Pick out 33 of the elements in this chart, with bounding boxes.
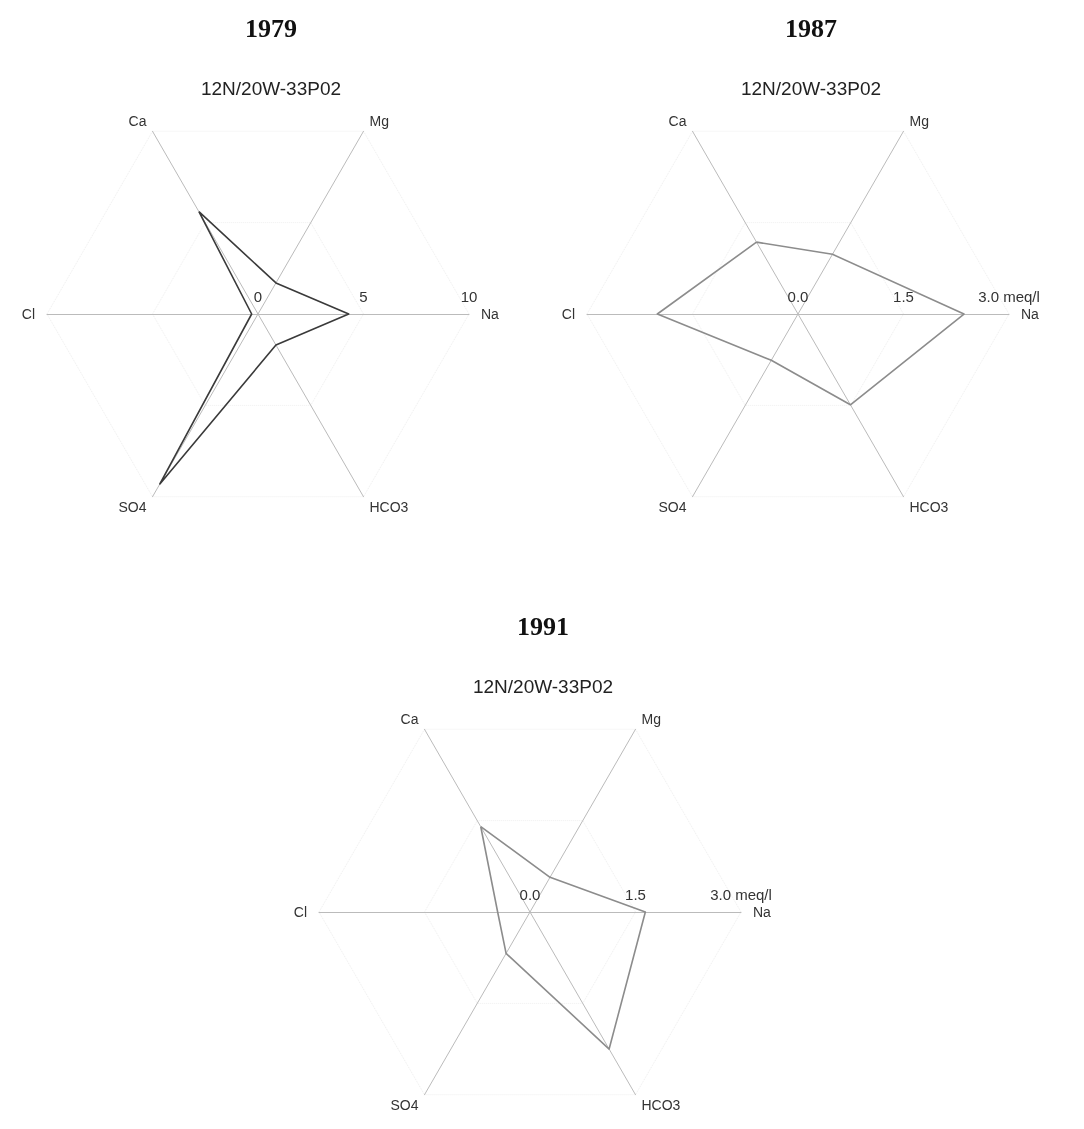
spoke-label: Mg xyxy=(909,112,929,129)
spoke-label: Cl xyxy=(293,904,307,920)
y-tick-label: 5 xyxy=(359,288,368,305)
y-tick-label: 3.0 meq/l xyxy=(978,288,1040,305)
y-tick-label: 0.0 xyxy=(519,886,541,903)
spoke-label: SO4 xyxy=(658,499,687,516)
chart-title: 1987 xyxy=(785,13,837,43)
spoke-label: Na xyxy=(753,904,772,920)
spoke-label: HCO3 xyxy=(641,1097,681,1114)
chart-title: 1979 xyxy=(245,13,297,43)
spoke-label: Cl xyxy=(21,306,35,322)
spoke-label: Mg xyxy=(369,112,389,129)
chart-subtitle: 12N/20W-33P02 xyxy=(200,78,342,99)
spoke-label: Ca xyxy=(128,112,147,129)
spoke-label: Na xyxy=(481,306,500,322)
spoke-label: Na xyxy=(1021,306,1040,322)
spoke-label: HCO3 xyxy=(369,499,409,516)
y-tick-label: 1.5 xyxy=(625,886,646,903)
y-tick-label: 10 xyxy=(460,288,478,305)
spoke-label: SO4 xyxy=(390,1097,419,1114)
spoke-label: Cl xyxy=(561,306,575,322)
y-tick-label: 3.0 meq/l xyxy=(710,886,772,903)
spoke-label: HCO3 xyxy=(909,499,949,516)
spoke-label: Mg xyxy=(641,710,661,727)
chart-subtitle: 12N/20W-33P02 xyxy=(472,676,614,697)
spoke-label: Ca xyxy=(400,710,419,727)
y-tick-label: 1.5 xyxy=(893,288,914,305)
y-tick-label: 0.0 xyxy=(787,288,809,305)
chart-subtitle: 12N/20W-33P02 xyxy=(740,78,882,99)
spoke-label: SO4 xyxy=(118,499,147,516)
y-tick-label: 0 xyxy=(253,288,263,305)
chart-title: 1991 xyxy=(517,611,569,641)
spoke-label: Ca xyxy=(668,112,687,129)
